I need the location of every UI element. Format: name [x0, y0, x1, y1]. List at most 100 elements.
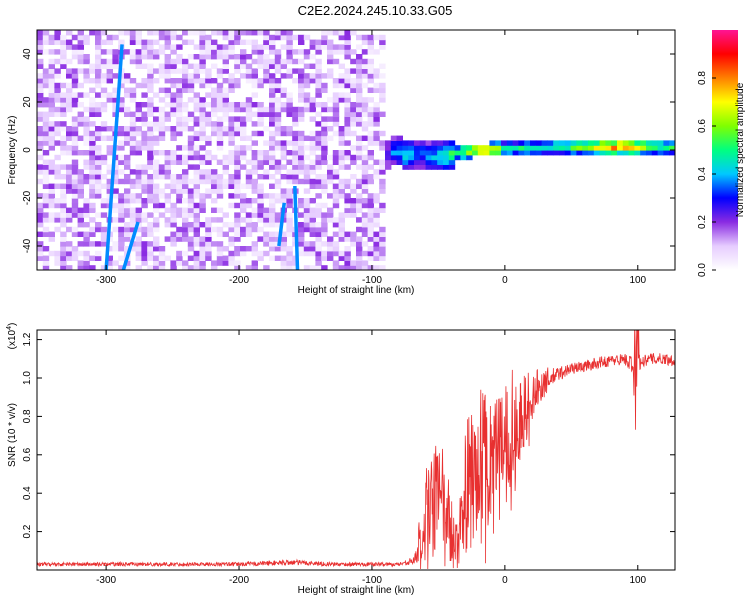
spectrogram-cell: [83, 121, 90, 127]
spectrogram-cell: [373, 49, 380, 55]
spectrogram-cell: [170, 202, 177, 209]
spectrogram-cell: [193, 63, 200, 69]
spectrogram-cell: [48, 78, 55, 84]
spectrogram-cell: [315, 236, 322, 242]
spectrogram-cell: [205, 222, 212, 228]
spectrogram-cell: [112, 260, 119, 266]
spectrogram-cell: [338, 97, 345, 103]
spectrogram-cell: [66, 164, 73, 170]
spectrogram-cell: [216, 183, 224, 189]
spectrogram-cell: [71, 231, 79, 237]
spectrogram-cell: [129, 135, 137, 141]
spectrogram-cell: [135, 246, 142, 252]
spectrogram-cell: [263, 174, 270, 180]
spectrogram-cell: [124, 164, 131, 170]
spectrogram-cell: [60, 121, 67, 127]
spectrogram-cell: [83, 260, 90, 266]
spectrogram-cell: [269, 164, 276, 170]
spectrogram-cell: [147, 145, 154, 151]
spectrogram-cell: [100, 174, 108, 180]
spectrogram-cell: [390, 150, 398, 156]
spectrogram-cell: [60, 202, 67, 209]
spectrogram-cell: [95, 130, 102, 137]
spectrogram-cell: [60, 217, 67, 223]
spectrogram-cell: [187, 236, 195, 242]
spectrogram-cell: [54, 169, 61, 175]
spectrogram-cell: [361, 241, 369, 247]
spectrogram-cell: [42, 68, 50, 74]
spectrogram-cell: [298, 212, 305, 218]
spectrogram-cell: [77, 82, 84, 89]
spectrogram-cell: [71, 159, 79, 165]
spectrogram-cell: [280, 140, 287, 146]
spectrogram-cell: [77, 150, 84, 156]
spectrogram-cell: [89, 169, 96, 175]
spectrogram-cell: [327, 106, 334, 113]
spectrogram-cell: [48, 202, 55, 209]
spectrogram-cell: [588, 150, 595, 156]
spectrogram-cell: [60, 102, 67, 108]
spectrogram-cell: [373, 250, 380, 257]
spectrogram-cell: [361, 49, 369, 55]
spectrogram-cell: [332, 116, 340, 122]
spectrogram-cell: [60, 39, 67, 45]
spectrogram-cell: [321, 222, 328, 228]
spectrogram-cell: [344, 111, 351, 117]
spectrogram-cell: [530, 150, 537, 156]
spectrogram-cell: [344, 54, 351, 60]
spectrogram-cell: [367, 265, 374, 270]
spectrogram-cell: [164, 154, 171, 161]
spectrogram-cell: [164, 39, 171, 45]
spectrogram-cell: [477, 145, 485, 151]
spectrogram-cell: [269, 63, 276, 69]
spectrogram-cell: [292, 111, 299, 117]
spectrogram-cell: [228, 226, 235, 233]
spectrogram-cell: [582, 145, 589, 151]
spectrogram-cell: [118, 193, 125, 199]
spectrogram-cell: [164, 183, 171, 189]
spectrogram-cell: [274, 34, 282, 41]
spectrogram-cell: [303, 154, 311, 161]
spectrogram-cell: [193, 169, 200, 175]
spectrogram-cell: [419, 140, 427, 146]
spectrogram-cell: [263, 73, 270, 79]
spectrogram-cell: [651, 150, 659, 156]
spectrogram-cell: [379, 188, 386, 194]
spectrogram-cell: [182, 174, 189, 180]
spectrogram-cell: [245, 111, 253, 117]
spectrogram-cell: [135, 255, 142, 261]
spectrogram-cell: [373, 207, 380, 213]
spectrogram-cell: [228, 150, 235, 156]
spectrogram-cell: [66, 188, 73, 194]
spectrogram-cell: [234, 30, 241, 36]
spectrogram-cell: [71, 34, 79, 41]
spectrogram-cell: [77, 58, 84, 65]
spectrogram-cell: [350, 111, 357, 117]
spectrogram-cell: [83, 250, 90, 257]
spectrogram-cell: [129, 49, 137, 55]
colorbar-tick-label: 0.4: [697, 167, 708, 181]
spectrogram-cell: [187, 178, 195, 185]
spectrogram-cell: [164, 150, 171, 156]
spectrogram-cell: [286, 188, 293, 194]
spectrogram-cell: [124, 202, 131, 209]
spectrogram-cell: [269, 193, 276, 199]
spectrogram-cell: [199, 54, 206, 60]
spectrogram-cell: [147, 68, 154, 74]
spectrogram-cell: [71, 226, 79, 233]
spectrogram-cell: [60, 198, 67, 204]
spectrogram-cell: [205, 82, 212, 89]
spectrogram-cell: [158, 193, 166, 199]
spectrogram-cell: [303, 106, 311, 113]
spectrogram-cell: [588, 145, 595, 151]
spectrogram-cell: [153, 183, 160, 189]
spectrogram-cell: [361, 212, 369, 218]
spectrogram-cell: [147, 49, 154, 55]
spectrogram-cell: [147, 193, 154, 199]
spectrogram-cell: [141, 174, 148, 180]
y-tick-label: -20: [22, 190, 33, 205]
spectrogram-cell: [222, 255, 229, 261]
spectrogram-cell: [350, 212, 357, 218]
spectrogram-cell: [37, 92, 44, 98]
spectrogram-cell: [199, 34, 206, 41]
